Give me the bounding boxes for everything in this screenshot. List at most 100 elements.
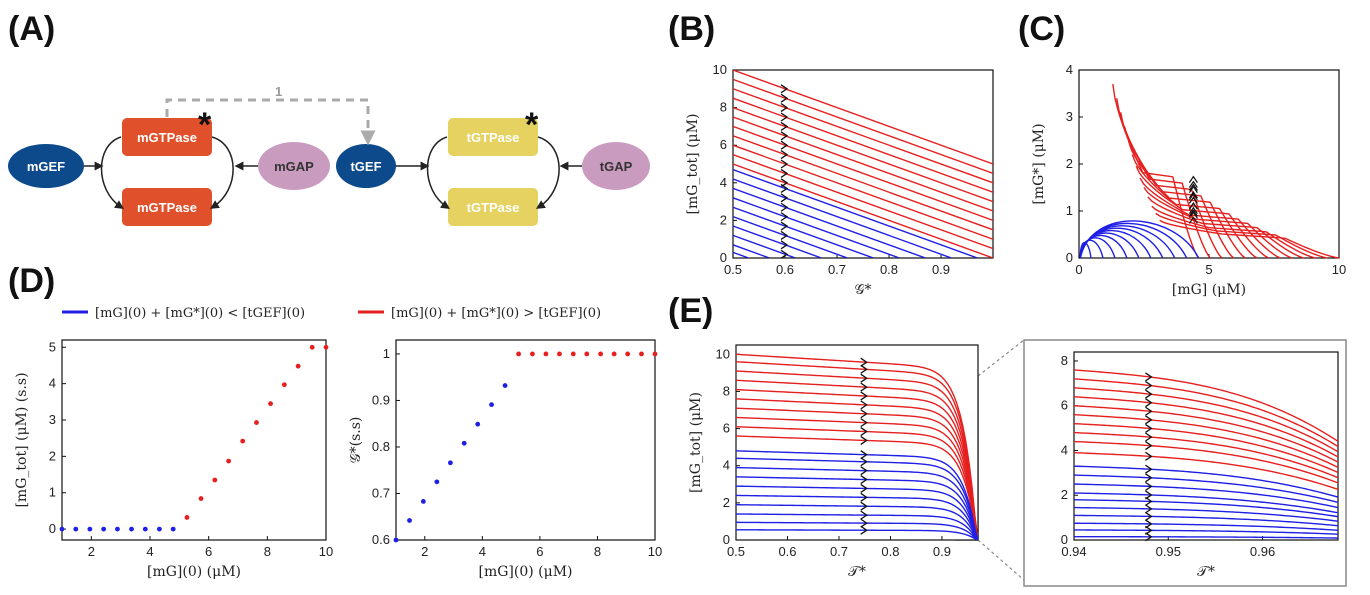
y-tick-label: 0.6 [372,532,390,547]
flow-arrow [780,121,789,131]
series-line [733,178,952,258]
data-point [309,344,315,350]
series-line [1074,474,1338,504]
series-line [1074,440,1338,484]
series-line [1074,369,1338,442]
panel-label-e: (E) [668,292,713,330]
y-axis-label: [mG*] (μM) [1031,123,1047,204]
flow-arrow [1188,190,1198,199]
data-point [407,518,412,523]
data-point [184,515,190,520]
data-point [557,351,562,357]
series-line [733,168,978,258]
y-axis-label: [mG_tot] (μM) [685,114,701,215]
flow-arrow [780,93,789,103]
flow-arrow [860,418,868,428]
series-line [1139,177,1281,259]
flow-arrow [780,131,789,141]
series-line [733,197,900,258]
data-point [156,526,162,532]
tgtpase-active-label: tGTPase [467,130,520,145]
data-point [489,402,494,408]
flow-arrow [1145,532,1153,542]
legend: [mG](0) + [mG*](0) < [tGEF](0) [mG](0) +… [62,306,601,321]
x-axis-label: [mG] (μM) [1172,282,1246,298]
data-point [393,537,399,543]
x-tick-label: 0.7 [830,544,848,559]
panel-label-b: (B) [668,10,715,48]
x-tick-label: 4 [146,544,153,559]
x-tick-label: 4 [479,544,486,559]
x-tick-label: 0.6 [778,544,796,559]
data-point [420,498,426,504]
tgap-label: tGAP [600,159,633,174]
data-point [142,526,148,532]
y-tick-label: 5 [49,339,56,354]
series-line [1159,219,1340,259]
data-point [625,351,631,357]
series-line [1143,187,1293,259]
x-tick-label: 0.95 [1156,544,1181,559]
series-line [733,106,993,203]
y-tick-label: 0 [49,521,56,536]
flow-arrow [1188,202,1198,210]
data-point [461,440,467,446]
series-line [1074,483,1338,509]
mgef-label: mGEF [27,159,65,174]
flow-arrow [780,240,789,250]
chart-B: 0.5 0.6 0.7 0.8 0.9 0 2 4 6 8 10 𝒢* [mG_tot] (μM) [685,62,994,298]
plot-frame [61,339,327,541]
x-tick-label: 6 [536,544,543,559]
flow-arrow [860,364,868,374]
flow-arrow [860,510,868,520]
zoom-frame [1023,339,1347,587]
data-point [434,479,440,485]
flow-arrow [860,457,868,467]
data-point [611,351,617,357]
flow-arrow [1145,481,1153,491]
panel-label-a: (A) [8,10,55,48]
series-line [736,426,978,540]
mgap-label: mGAP [274,159,314,174]
panel-label-d: (D) [8,262,55,300]
data-point [87,526,93,532]
series-line [733,88,993,184]
tgef-node [336,144,396,188]
series-line [736,466,978,540]
x-tick-label: 2 [421,544,428,559]
flow-arrow [780,193,789,203]
series-line [736,379,978,540]
link-label: 1 [275,84,282,99]
reaction-diagram: mGEF mGTPase * mGTPase mGAP tGEF tGTPase… [8,84,650,226]
series-line [736,388,978,540]
data-point [516,351,521,357]
tgef-label: tGEF [350,159,381,174]
flow-arrow [1188,175,1198,183]
data-point [268,401,273,407]
flow-arrow [1145,380,1153,391]
series-line [736,398,978,540]
y-tick-label: 2 [1061,487,1068,502]
flow-arrow [780,150,789,160]
x-tick-label: 0.6 [776,262,794,277]
series-line [1074,422,1338,474]
data-point [502,383,508,388]
data-point [73,526,79,532]
flow-arrow [1145,511,1153,521]
data-point [475,421,481,427]
y-tick-label: 4 [720,175,727,190]
panel-label-c: (C) [1018,10,1065,48]
x-tick-label: 0.8 [880,262,898,277]
series-line [1074,529,1338,535]
series-line [1074,413,1338,468]
flow-arrow [780,221,789,231]
mgtpase-active-node [122,118,212,156]
series-line [736,407,978,540]
flow-arrow [860,357,868,367]
zoom-link-top [977,339,1025,377]
series-line [736,435,978,540]
flow-arrow [860,483,868,493]
x-axis-label: [mG](0) (μM) [147,564,241,580]
flow-arrow [1188,180,1198,188]
flow-arrow [780,159,789,169]
